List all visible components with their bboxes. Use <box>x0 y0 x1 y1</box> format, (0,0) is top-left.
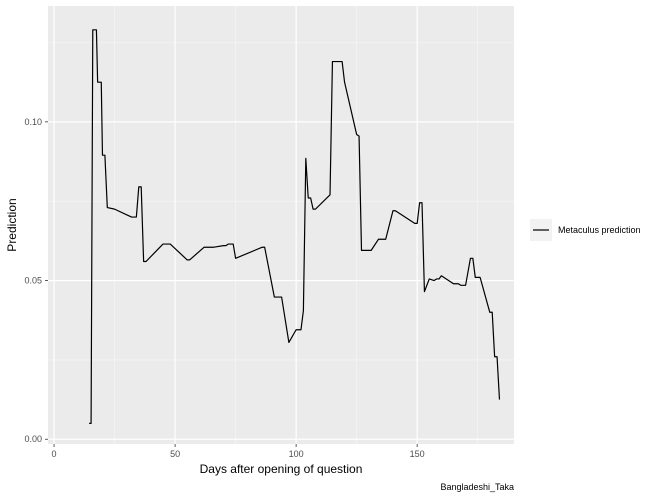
plot-panel <box>48 6 514 444</box>
y-tick-label: 0.00 <box>24 434 42 444</box>
x-tick-label: 0 <box>52 449 57 459</box>
minor-gridlines <box>48 6 514 444</box>
y-axis-title: Prediction <box>5 198 19 251</box>
series-line-metaculus-prediction <box>89 29 501 424</box>
series-layer <box>89 29 501 424</box>
y-tick-label: 0.05 <box>24 276 42 286</box>
x-tick-label: 100 <box>289 449 304 459</box>
x-axis-title: Days after opening of question <box>200 462 363 476</box>
chart-caption: Bangladeshi_Taka <box>440 482 514 492</box>
x-tick-label: 50 <box>170 449 180 459</box>
y-axis: 0.00 0.05 0.10 <box>24 117 48 444</box>
x-axis: 0 50 100 150 <box>52 444 425 459</box>
x-tick-label: 150 <box>410 449 425 459</box>
legend: Metaculus prediction <box>530 219 641 241</box>
legend-label-metaculus-prediction: Metaculus prediction <box>558 225 641 235</box>
y-tick-label: 0.10 <box>24 117 42 127</box>
major-gridlines <box>48 6 514 444</box>
